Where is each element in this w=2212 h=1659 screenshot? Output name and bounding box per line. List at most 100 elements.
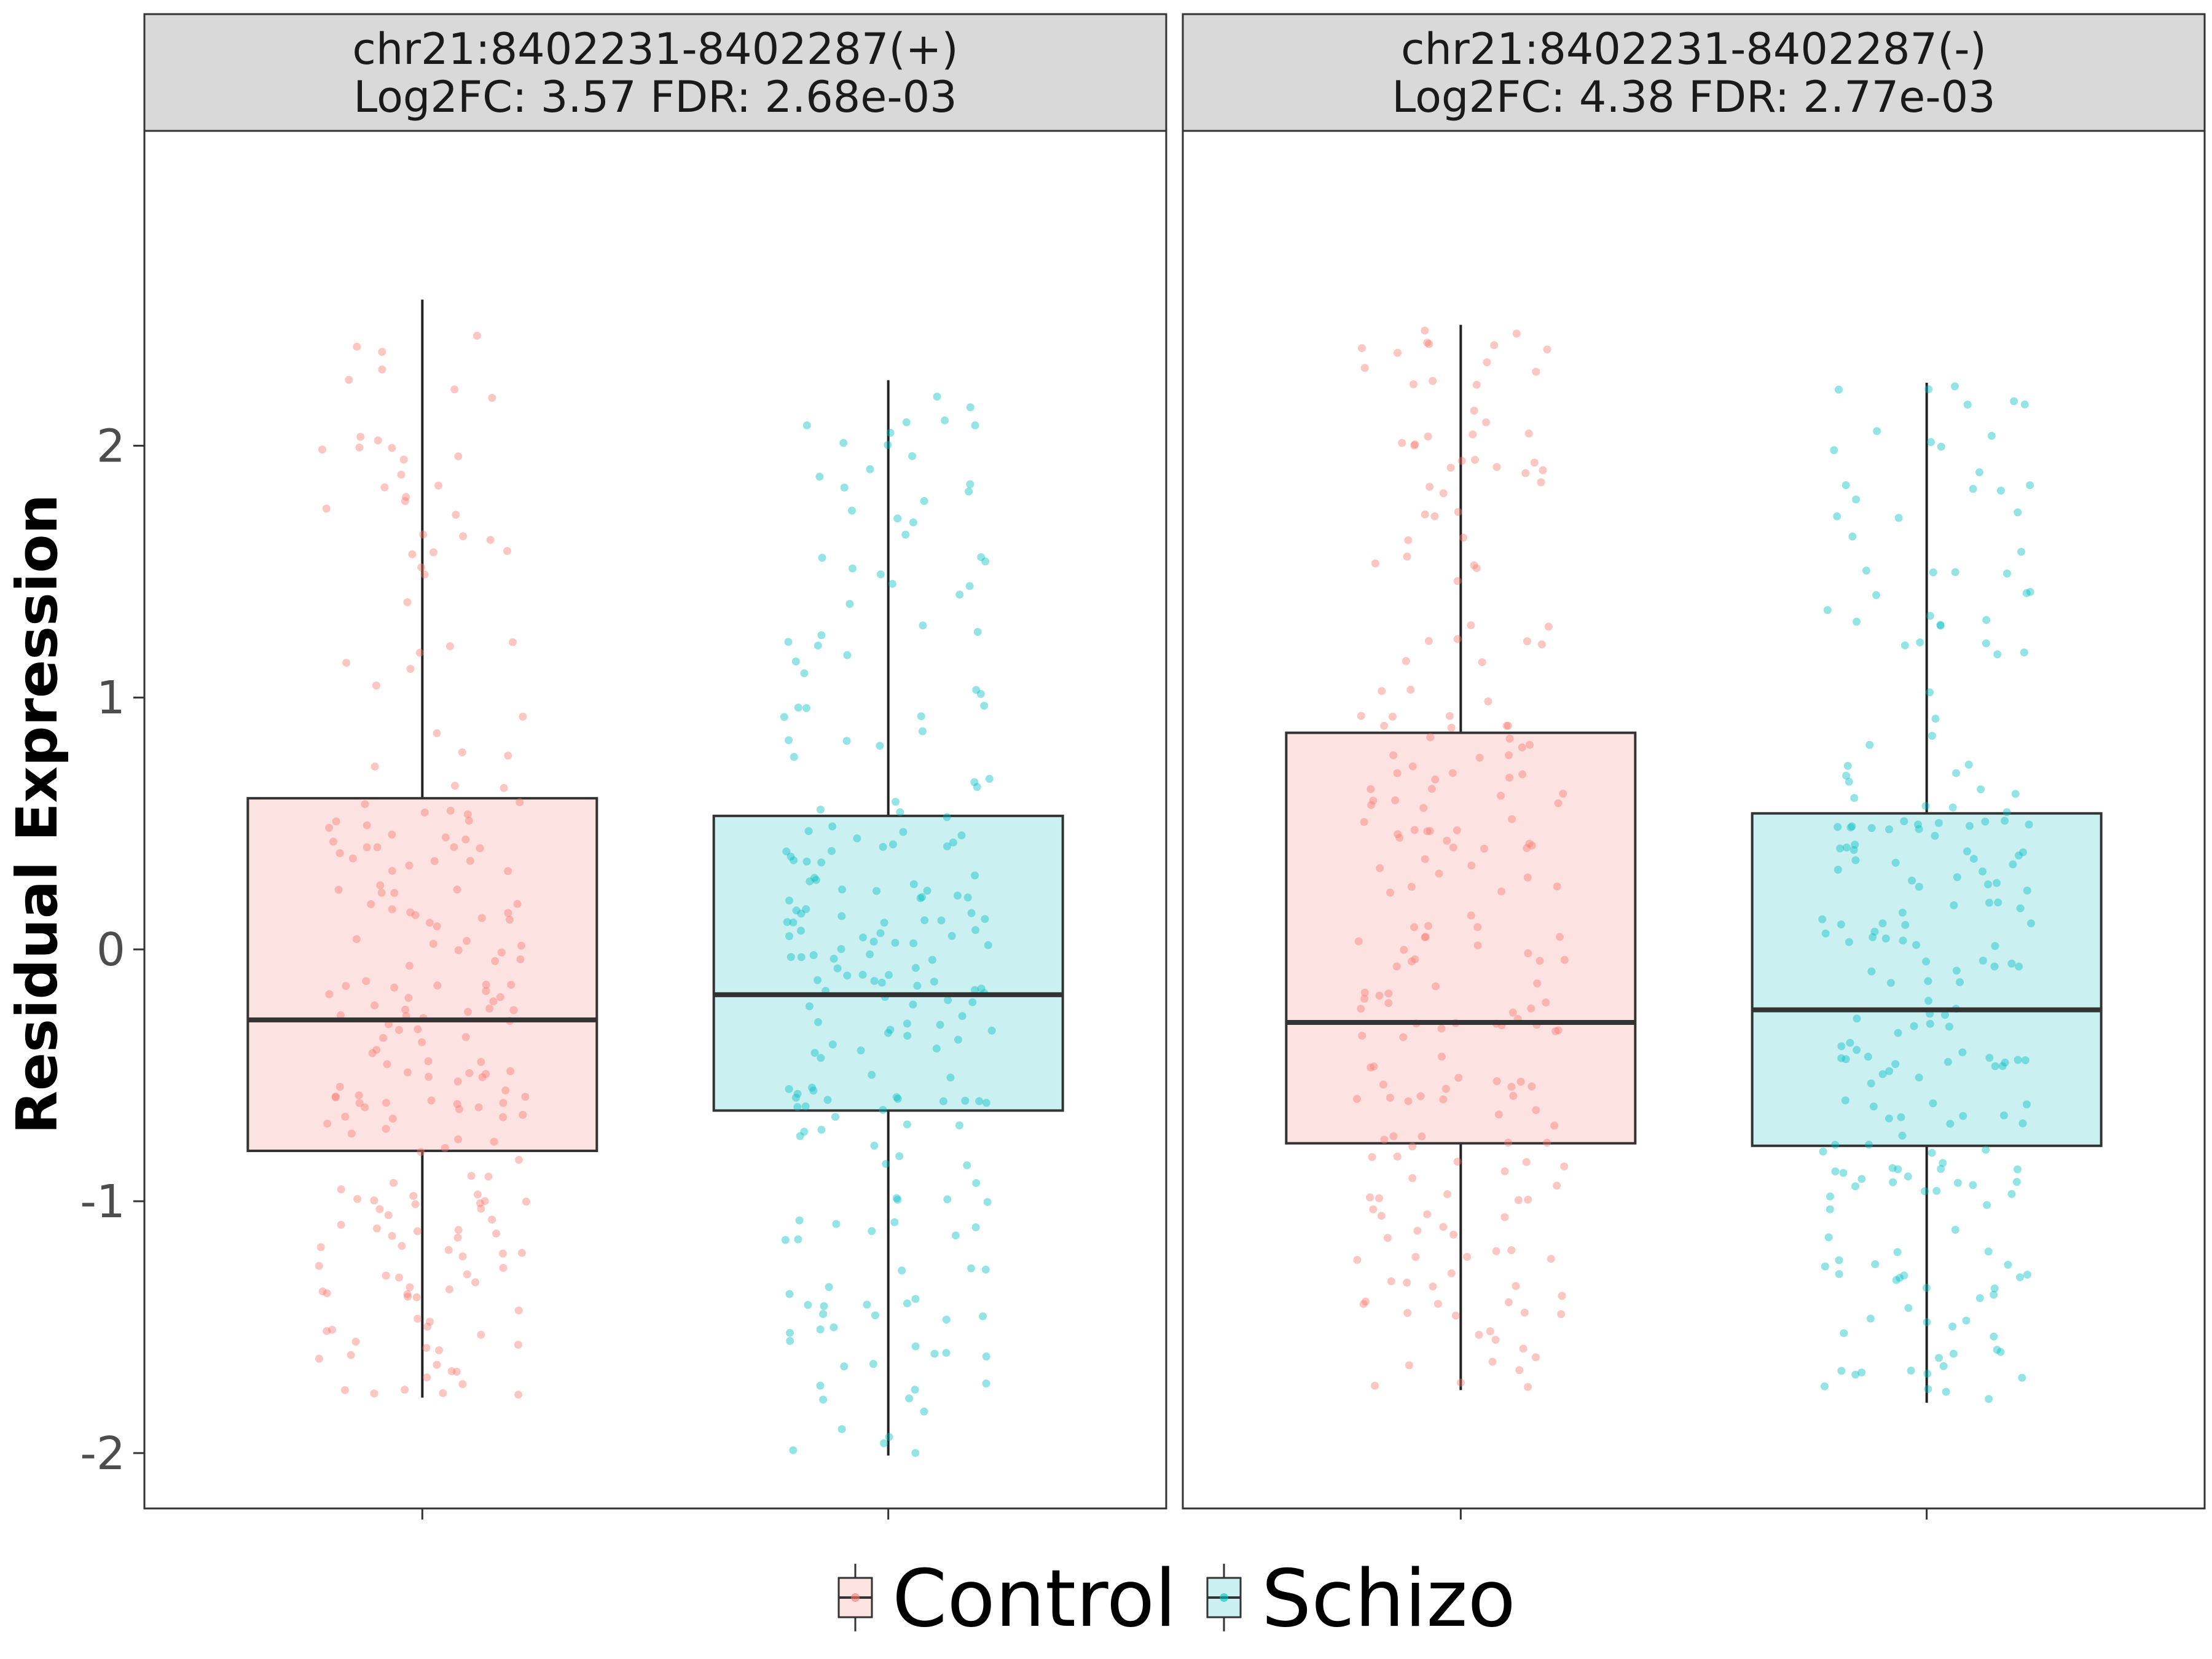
data-point — [1508, 1008, 1517, 1017]
data-point — [1429, 1282, 1437, 1291]
data-point — [1368, 1153, 1376, 1161]
data-point — [1457, 457, 1466, 465]
data-point — [1963, 847, 1971, 856]
data-point — [1893, 1248, 1902, 1257]
data-point — [928, 955, 936, 964]
data-point — [1557, 1310, 1566, 1319]
data-point — [404, 1292, 412, 1301]
data-point — [1951, 568, 1959, 576]
data-point — [814, 641, 822, 650]
data-point — [1370, 1062, 1378, 1071]
data-point — [805, 1002, 814, 1011]
data-point — [519, 712, 527, 721]
data-point — [418, 1038, 426, 1046]
data-point — [1848, 532, 1857, 541]
legend-label: Schizo — [1261, 1553, 1516, 1645]
data-point — [877, 978, 886, 987]
data-point — [1922, 957, 1931, 966]
data-point — [1526, 740, 1534, 749]
data-point — [390, 983, 399, 992]
data-point — [870, 977, 879, 985]
jitter-points — [780, 393, 996, 1457]
data-point — [1449, 1230, 1458, 1239]
data-point — [1891, 858, 1900, 867]
data-point — [1478, 658, 1486, 667]
data-point — [463, 936, 471, 945]
data-point — [337, 1220, 345, 1229]
data-point — [1471, 455, 1479, 464]
data-point — [1497, 791, 1505, 800]
data-point — [903, 1299, 911, 1308]
data-point — [972, 686, 981, 694]
data-point — [1826, 1205, 1834, 1214]
data-point — [506, 916, 514, 924]
data-point — [463, 1270, 471, 1279]
data-point — [1533, 979, 1542, 987]
data-point — [809, 1086, 818, 1095]
data-point — [488, 394, 496, 402]
data-point — [802, 704, 810, 712]
data-point — [951, 1231, 960, 1240]
data-point — [892, 1194, 901, 1202]
data-point — [882, 1159, 890, 1168]
data-point — [911, 1295, 920, 1303]
y-tick-label: -2 — [80, 1427, 125, 1480]
data-point — [780, 713, 788, 721]
data-point — [492, 1230, 501, 1237]
data-point — [1492, 463, 1501, 471]
data-point — [971, 986, 979, 994]
data-point — [1928, 732, 1936, 740]
data-point — [1969, 855, 1978, 863]
data-point — [1985, 1054, 1994, 1062]
data-point — [814, 976, 822, 984]
data-point — [1853, 1046, 1861, 1054]
data-point — [1360, 988, 1369, 997]
data-point — [478, 1073, 487, 1081]
data-point — [1443, 836, 1451, 845]
y-axis: -2 -1 0 1 2 — [80, 420, 144, 1480]
data-point — [1473, 923, 1482, 931]
data-point — [890, 1218, 899, 1226]
data-point — [2001, 817, 2009, 825]
data-point — [341, 1112, 350, 1121]
data-point — [454, 1226, 463, 1234]
data-point — [1881, 934, 1890, 943]
data-point — [372, 1224, 381, 1233]
data-point — [845, 600, 854, 608]
data-point — [1449, 843, 1457, 852]
data-point — [785, 1290, 794, 1298]
data-point — [1523, 844, 1531, 852]
data-point — [423, 1322, 432, 1331]
data-point — [833, 964, 842, 973]
data-point — [405, 861, 414, 870]
data-point — [817, 858, 826, 867]
legend-item-control: Control — [837, 1553, 1177, 1645]
data-point — [819, 1395, 828, 1404]
data-point — [1956, 978, 1964, 986]
data-point — [837, 912, 846, 920]
data-point — [1507, 1246, 1516, 1255]
data-point — [377, 888, 386, 897]
data-point — [353, 1194, 362, 1203]
data-point — [1504, 1298, 1513, 1306]
data-point — [1408, 762, 1417, 771]
data-point — [1996, 487, 2005, 495]
data-point — [477, 914, 486, 922]
data-point — [786, 1336, 794, 1345]
data-point — [420, 808, 429, 817]
data-point — [382, 1124, 390, 1133]
data-point — [873, 887, 880, 895]
data-point — [500, 783, 508, 792]
box-iqr — [1285, 731, 1637, 1145]
data-point — [1850, 794, 1859, 802]
data-point — [1867, 1079, 1875, 1088]
data-point — [868, 1070, 876, 1079]
data-point — [1923, 1370, 1932, 1378]
data-point — [1851, 1182, 1859, 1191]
data-point — [482, 987, 490, 995]
data-point — [816, 1381, 825, 1390]
data-point — [335, 849, 344, 857]
data-point — [1942, 1387, 1950, 1396]
data-point — [388, 1232, 396, 1240]
data-point — [972, 1179, 981, 1187]
